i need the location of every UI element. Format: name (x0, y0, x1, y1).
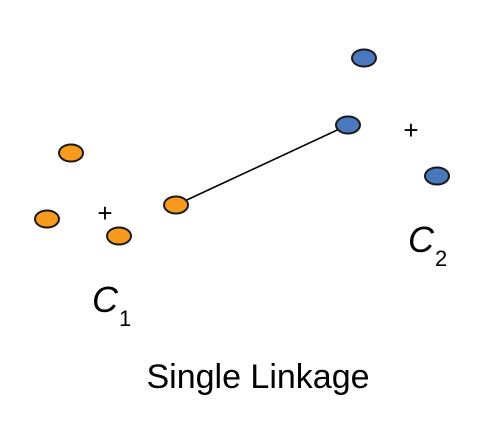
cluster-1-label: C1 (92, 279, 131, 331)
cluster-1-point (58, 143, 84, 163)
cluster-2: + C2 (335, 48, 450, 271)
cluster-2-point (335, 115, 361, 135)
cluster-1: + C1 (34, 143, 189, 331)
cluster-1-point (34, 209, 60, 229)
cluster-1-centroid-marker: + (97, 198, 112, 228)
single-linkage-line (175, 124, 349, 206)
cluster-2-point (351, 48, 377, 68)
diagram-title: Single Linkage (146, 358, 369, 396)
cluster-2-centroid-marker: + (403, 115, 418, 145)
cluster-1-point (106, 226, 132, 246)
cluster-2-label: C2 (408, 219, 447, 271)
cluster-1-point (163, 195, 189, 215)
cluster-2-point (424, 166, 450, 186)
